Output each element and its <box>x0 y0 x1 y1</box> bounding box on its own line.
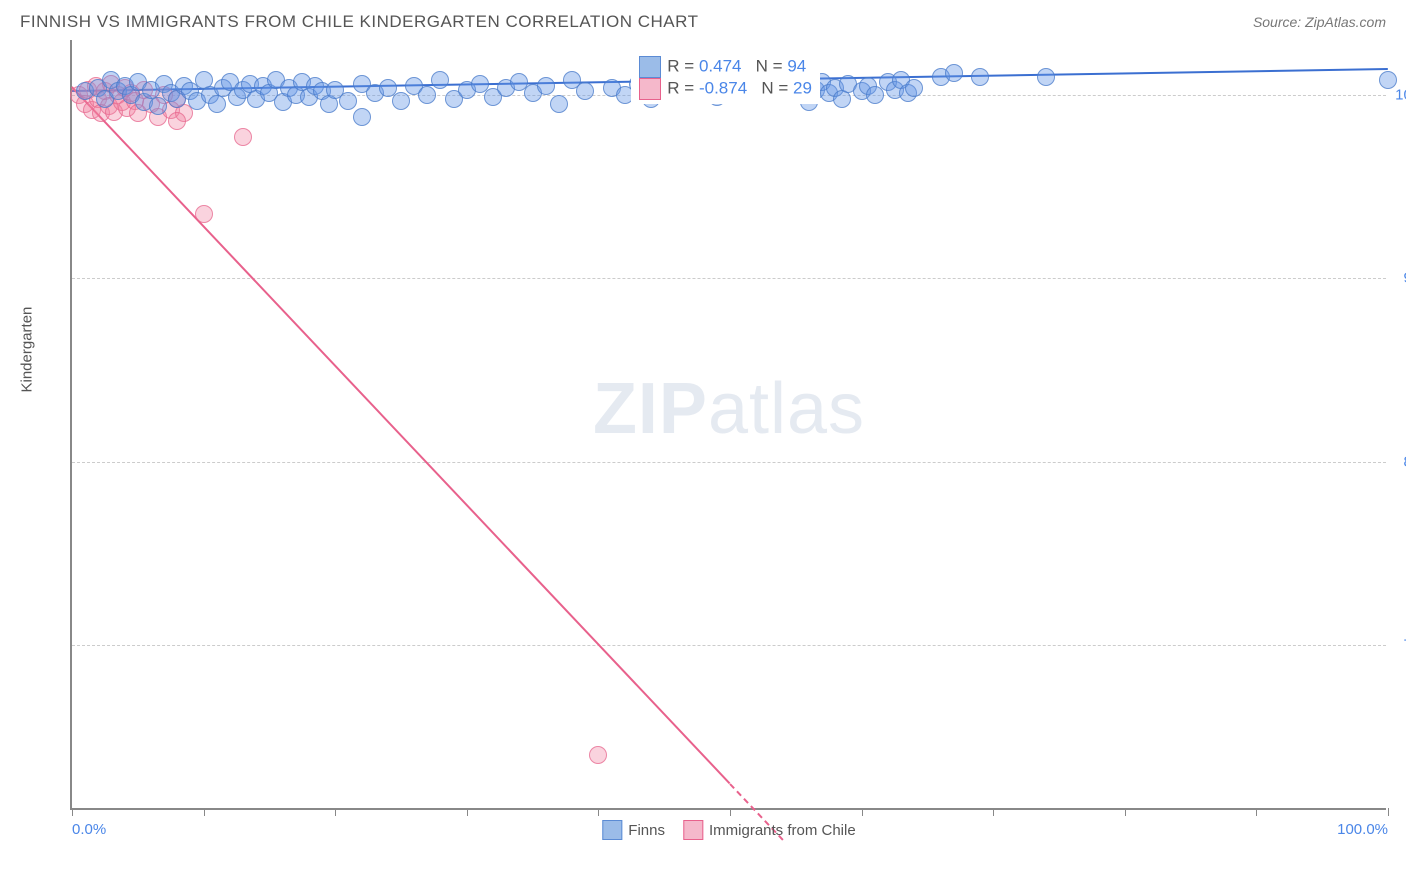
n-value: 29 <box>793 78 812 97</box>
data-point <box>195 205 213 223</box>
chart-header: FINNISH VS IMMIGRANTS FROM CHILE KINDERG… <box>0 0 1406 40</box>
watermark-bold: ZIP <box>593 369 708 449</box>
stats-legend: R = 0.474 N = 94R = -0.874 N = 29 <box>631 52 820 104</box>
data-point <box>353 108 371 126</box>
trend-line-immigrants-from-chile <box>71 86 730 784</box>
x-tick-label: 100.0% <box>1337 821 1388 838</box>
data-point <box>168 112 186 130</box>
legend-label: Finns <box>628 822 665 839</box>
x-tick-label: 0.0% <box>72 821 106 838</box>
x-tick <box>1256 808 1257 816</box>
legend-swatch <box>602 820 622 840</box>
x-tick <box>467 808 468 816</box>
data-point <box>418 86 436 104</box>
data-point <box>1379 71 1397 89</box>
y-tick-label: 90.0% <box>1391 270 1406 287</box>
legend-item: Finns <box>602 820 665 840</box>
x-tick <box>1125 808 1126 816</box>
x-tick <box>730 808 731 816</box>
chart-title: FINNISH VS IMMIGRANTS FROM CHILE KINDERG… <box>20 12 699 32</box>
correlation-chart: Kindergarten ZIPatlas 70.0%80.0%90.0%100… <box>70 40 1386 810</box>
data-point <box>971 68 989 86</box>
legend-swatch <box>683 820 703 840</box>
n-value: 94 <box>787 56 806 75</box>
bottom-legend: Finns Immigrants from Chile <box>602 820 855 840</box>
x-tick <box>862 808 863 816</box>
data-point <box>905 79 923 97</box>
x-tick <box>204 808 205 816</box>
data-point <box>1037 68 1055 86</box>
data-point <box>234 128 252 146</box>
grid-line <box>72 645 1386 646</box>
x-tick <box>335 808 336 816</box>
stats-row: R = 0.474 N = 94 <box>639 56 812 78</box>
n-label: N = <box>742 56 788 75</box>
x-tick <box>598 808 599 816</box>
data-point <box>392 92 410 110</box>
r-value: 0.474 <box>699 56 742 75</box>
y-tick-label: 100.0% <box>1391 87 1406 104</box>
data-point <box>589 746 607 764</box>
watermark-rest: atlas <box>708 369 865 449</box>
legend-swatch <box>639 56 661 78</box>
r-label: R = <box>667 78 699 97</box>
source-label: Source: <box>1253 14 1301 30</box>
data-point <box>339 92 357 110</box>
n-label: N = <box>747 78 793 97</box>
grid-line <box>72 462 1386 463</box>
data-point <box>550 95 568 113</box>
data-point <box>431 71 449 89</box>
x-tick <box>72 808 73 816</box>
y-tick-label: 70.0% <box>1391 637 1406 654</box>
y-tick-label: 80.0% <box>1391 453 1406 470</box>
watermark: ZIPatlas <box>593 368 865 450</box>
plot-area: ZIPatlas 70.0%80.0%90.0%100.0%0.0%100.0%… <box>72 40 1386 808</box>
x-tick <box>993 808 994 816</box>
legend-item: Immigrants from Chile <box>683 820 856 840</box>
source-name: ZipAtlas.com <box>1305 14 1386 30</box>
grid-line <box>72 278 1386 279</box>
y-axis-label: Kindergarten <box>19 307 36 393</box>
x-tick <box>1388 808 1389 816</box>
data-point <box>576 82 594 100</box>
legend-swatch <box>639 78 661 100</box>
data-point <box>208 95 226 113</box>
source-attribution: Source: ZipAtlas.com <box>1253 14 1386 30</box>
data-point <box>945 64 963 82</box>
r-label: R = <box>667 56 699 75</box>
data-point <box>537 77 555 95</box>
r-value: -0.874 <box>699 78 747 97</box>
legend-label: Immigrants from Chile <box>709 822 856 839</box>
stats-row: R = -0.874 N = 29 <box>639 78 812 100</box>
